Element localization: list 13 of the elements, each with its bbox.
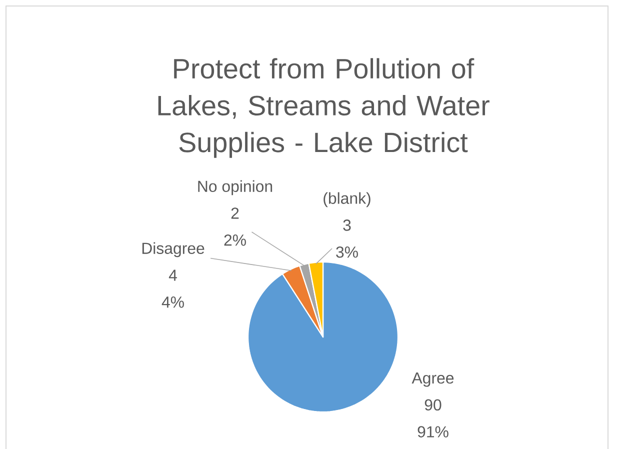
text: 2% xyxy=(224,234,246,246)
slice-label: (blank) xyxy=(324,192,370,208)
slice-label: Agree xyxy=(412,372,454,387)
text: 4% xyxy=(162,296,184,308)
text: 91% xyxy=(418,426,448,438)
data-label: 90 xyxy=(424,399,442,411)
text: 3% xyxy=(336,246,358,258)
chart-title: Protect from Pollution of Lakes, Streams and Water Supplies - Lake District xyxy=(158,58,490,158)
data-label: 2 xyxy=(231,208,239,219)
data-label: 4 xyxy=(168,270,177,281)
slice-label: Disagree xyxy=(142,242,204,258)
slice-label: No opinion xyxy=(198,180,272,196)
data-label: 3 xyxy=(343,220,351,231)
